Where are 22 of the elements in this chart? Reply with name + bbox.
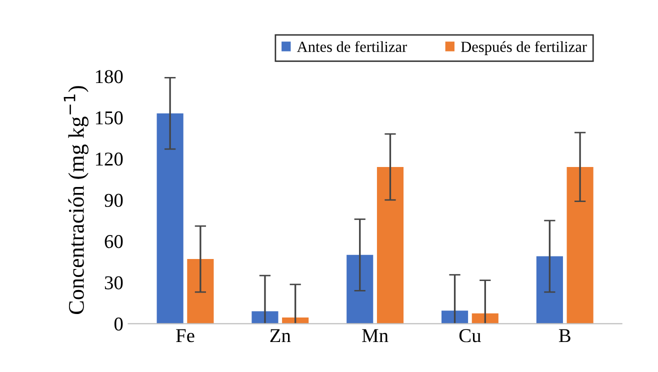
bar — [376, 166, 404, 324]
bar — [441, 310, 468, 324]
y-tick-label: 180 — [96, 70, 123, 84]
y-axis-title: Concentración (mg kg$^{−1}$) — [64, 86, 88, 314]
y-tick-label: 90 — [104, 194, 123, 207]
bar — [156, 113, 184, 324]
legend-label: Después de fertilizar — [461, 41, 587, 56]
y-tick-label: 150 — [96, 111, 123, 124]
y-tick-label: 120 — [96, 152, 123, 166]
x-tick-label: Cu — [459, 329, 481, 342]
y-tick-label: 0 — [114, 317, 123, 331]
bar — [346, 254, 374, 324]
bar — [536, 256, 563, 324]
x-tick-label: Zn — [270, 329, 291, 342]
legend-label: Antes de fertilizar — [296, 41, 407, 52]
bar — [187, 259, 214, 324]
x-tick-label: Mn — [362, 329, 388, 342]
y-tick-label: 60 — [104, 234, 123, 248]
x-tick-label: B — [558, 329, 570, 342]
bar — [566, 166, 594, 324]
x-tick-label: Fe — [176, 329, 194, 342]
y-tick-label: 30 — [104, 276, 123, 290]
